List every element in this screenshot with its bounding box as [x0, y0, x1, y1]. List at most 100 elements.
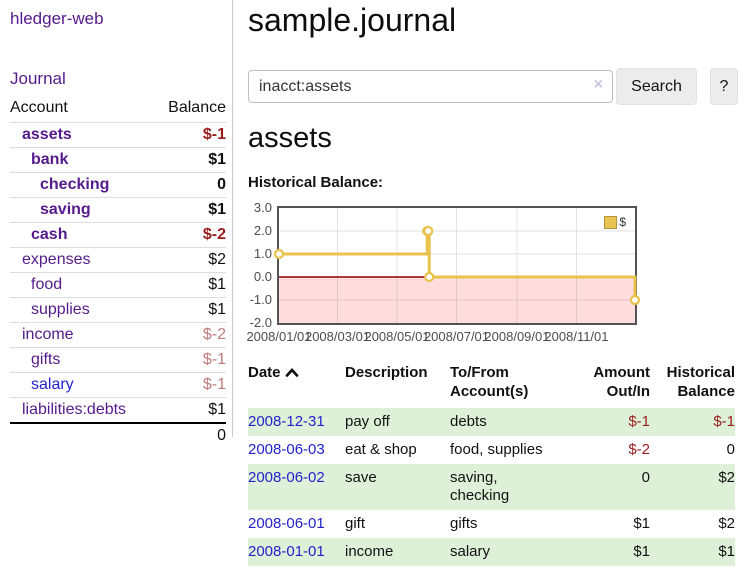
register-balance: 0: [726, 441, 735, 458]
account-link-checking[interactable]: checking: [40, 176, 110, 193]
account-row-food: food $1: [10, 272, 226, 298]
account-link-food[interactable]: food: [31, 276, 63, 293]
x-tick-label: 2008/03/01: [304, 329, 371, 344]
page-title: sample.journal: [248, 2, 457, 38]
register-date-link[interactable]: 2008-12-31: [248, 413, 325, 430]
account-balance: $-2: [154, 322, 226, 348]
register-table: Date Description To/From Account(s) Amou…: [248, 360, 735, 566]
search-input[interactable]: [248, 70, 613, 103]
register-description: income: [345, 543, 394, 560]
y-tick-label: 0.0: [253, 269, 272, 284]
account-link-liabilities-debts[interactable]: liabilities:debts: [22, 401, 127, 418]
register-date-link[interactable]: 2008-01-01: [248, 543, 325, 560]
register-description: pay off: [345, 413, 390, 430]
account-balance: 0: [154, 172, 226, 198]
register-description: save: [345, 469, 377, 486]
account-row-cash: cash $-2: [10, 222, 226, 248]
register-row: 2008-06-03 eat & shop food, supplies $-2…: [248, 436, 735, 464]
x-tick-label: 2008/11/01: [544, 329, 609, 344]
sidebar: hledger-web Journal Account Balance asse…: [0, 0, 233, 448]
search-input-wrap: ×: [248, 70, 613, 103]
account-row-checking: checking 0: [10, 172, 226, 198]
register-balance: $2: [718, 515, 735, 532]
account-balance: $-1: [154, 372, 226, 398]
register-row: 2008-01-01 income salary $1 $1: [248, 538, 735, 566]
register-accounts: saving, checking: [450, 469, 510, 504]
account-row-salary: salary $-1: [10, 372, 226, 398]
register-accounts: debts: [450, 413, 487, 430]
account-row-liabilities-debts: liabilities:debts $1: [10, 397, 226, 423]
account-row-income: income $-2: [10, 322, 226, 348]
account-link-saving[interactable]: saving: [40, 201, 91, 218]
account-link-expenses[interactable]: expenses: [22, 251, 91, 268]
help-button[interactable]: ?: [710, 68, 738, 105]
register-accounts: food, supplies: [450, 441, 543, 458]
register-date-link[interactable]: 2008-06-03: [248, 441, 325, 458]
y-tick-label: 3.0: [253, 200, 272, 215]
account-row-saving: saving $1: [10, 197, 226, 223]
y-tick-label: -2.0: [249, 315, 272, 330]
account-link-income[interactable]: income: [22, 326, 74, 343]
chart-heading: Historical Balance:: [248, 174, 384, 191]
chart-plot: 3.0 2.0 1.0 0.0 -1.0 -2.0 2008/01/01 2008/03/01…: [246, 200, 641, 344]
register-header-date-label: Date: [248, 364, 281, 381]
clear-search-icon[interactable]: ×: [593, 76, 603, 93]
account-link-supplies[interactable]: supplies: [31, 301, 90, 318]
register-amount: $1: [633, 543, 650, 560]
account-row-gifts: gifts $-1: [10, 347, 226, 373]
accounts-total-row: 0: [10, 422, 226, 448]
account-balance: $1: [154, 272, 226, 298]
account-balance: $-2: [154, 222, 226, 248]
register-accounts: salary: [450, 543, 491, 560]
y-tick-label: 1.0: [253, 246, 272, 261]
chart-legend: $: [604, 215, 626, 229]
register-accounts: gifts: [450, 515, 478, 532]
register-date-link[interactable]: 2008-06-02: [248, 469, 325, 486]
account-row-bank: bank $1: [10, 147, 226, 173]
register-header-date[interactable]: Date: [248, 360, 345, 408]
register-header-balance: Historical Balance: [666, 364, 735, 400]
account-link-cash[interactable]: cash: [31, 226, 68, 243]
register-header-row: Date Description To/From Account(s) Amou…: [248, 360, 735, 408]
register-description: gift: [345, 515, 366, 532]
historical-balance-chart: 3.0 2.0 1.0 0.0 -1.0 -2.0 2008/01/01 2008/03/01…: [246, 200, 688, 350]
sort-asc-icon: [285, 367, 298, 377]
x-tick-label: 2008/05/01: [364, 329, 430, 344]
register-row: 2008-06-01 gift gifts $1 $2: [248, 510, 735, 538]
account-link-salary[interactable]: salary: [31, 376, 74, 393]
legend-label: $: [619, 215, 626, 229]
app-brand-link[interactable]: hledger-web: [10, 9, 104, 28]
accounts-header-balance: Balance: [168, 99, 226, 116]
account-row-supplies: supplies $1: [10, 297, 226, 323]
x-tick-label: 2008/07/01: [423, 329, 490, 344]
search-bar: × Search ?: [248, 68, 738, 105]
register-row: 2008-06-02 save saving, checking 0 $2: [248, 464, 735, 510]
account-balance: $1: [154, 147, 226, 173]
account-link-gifts[interactable]: gifts: [31, 351, 61, 368]
account-balance: $-1: [154, 122, 226, 148]
register-header-accounts: To/From Account(s): [450, 364, 529, 400]
register-description: eat & shop: [345, 441, 417, 458]
account-balance: $1: [154, 197, 226, 223]
account-row-expenses: expenses $2: [10, 247, 226, 273]
legend-swatch-icon: [604, 215, 618, 229]
account-link-bank[interactable]: bank: [31, 151, 69, 168]
register-amount: $1: [633, 515, 650, 532]
accounts-header-account: Account: [10, 99, 68, 116]
register-row: 2008-12-31 pay off debts $-1 $-1: [248, 408, 735, 436]
register-header-description: Description: [345, 364, 428, 381]
account-link-assets[interactable]: assets: [22, 126, 72, 143]
accounts-table: Account Balance assets $-1 bank $1 checkin…: [10, 99, 226, 448]
accounts-total-balance: 0: [154, 422, 226, 448]
register-date-link[interactable]: 2008-06-01: [248, 515, 325, 532]
nav-journal-link[interactable]: Journal: [10, 69, 66, 88]
register-amount: $-1: [628, 413, 650, 430]
accounts-header-row: Account Balance: [10, 99, 226, 123]
account-balance: $2: [154, 247, 226, 273]
x-tick-label: 2008/01/01: [246, 329, 312, 344]
register-balance: $-1: [713, 413, 735, 430]
account-balance: $1: [154, 397, 226, 423]
x-tick-label: 2008/09/01: [484, 329, 550, 344]
account-row-assets: assets $-1: [10, 122, 226, 148]
search-button[interactable]: Search: [616, 68, 697, 105]
